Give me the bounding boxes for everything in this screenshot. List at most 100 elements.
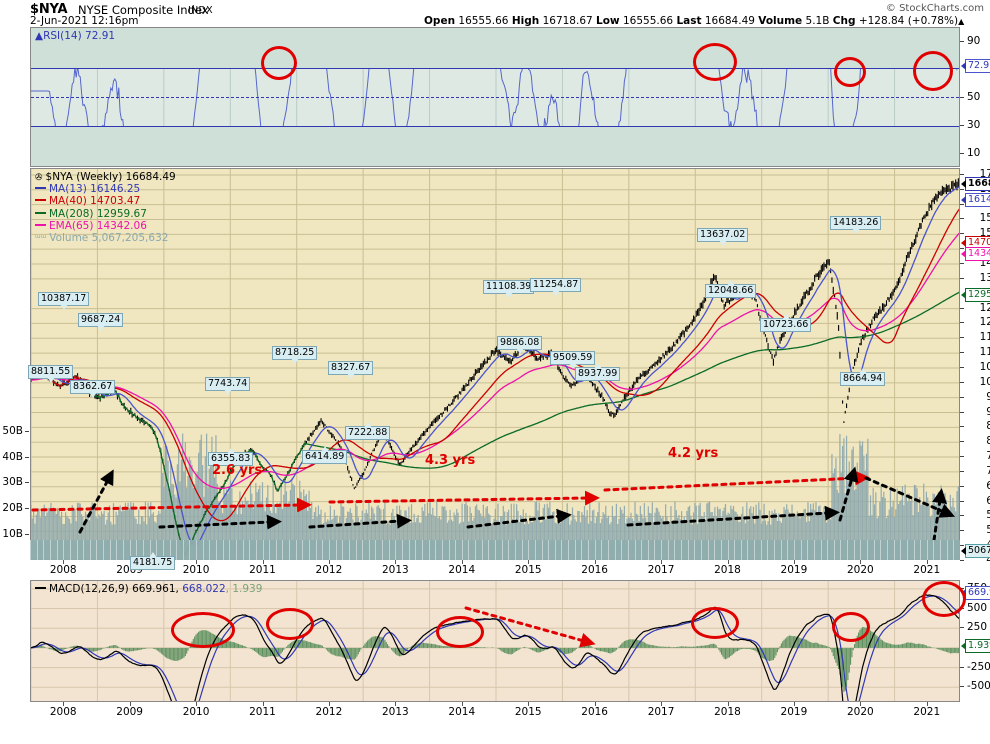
date-band-tick bbox=[568, 540, 570, 560]
date-band-tick bbox=[63, 540, 65, 560]
date-band-tick bbox=[89, 540, 91, 560]
price-axis-label: 12500 bbox=[979, 301, 990, 314]
date-band-tick bbox=[561, 540, 563, 560]
date-band-tick bbox=[448, 540, 450, 560]
x-axis-tick-macd bbox=[528, 702, 530, 706]
price-axis-label: 7500 bbox=[986, 450, 990, 463]
volume-axis-tick bbox=[25, 430, 29, 432]
date-band-tick bbox=[847, 540, 849, 560]
x-axis-year-price: 2010 bbox=[182, 564, 210, 576]
date-band-tick bbox=[940, 540, 942, 560]
legend-swatch bbox=[35, 199, 46, 202]
date-band-tick bbox=[435, 540, 437, 560]
macd-legend-hist: 1.939 bbox=[232, 583, 263, 595]
date-band-tick bbox=[581, 540, 583, 560]
date-band-tick bbox=[574, 540, 576, 560]
x-axis-tick-macd bbox=[196, 702, 198, 706]
high-value: 16718.67 bbox=[542, 15, 593, 27]
price-axis-tick bbox=[960, 366, 964, 368]
price-axis-label: 11000 bbox=[979, 346, 990, 359]
x-axis-tick-macd bbox=[860, 702, 862, 706]
macd-series bbox=[31, 581, 959, 701]
date-band-tick bbox=[282, 540, 284, 560]
rsi-axis-tick bbox=[960, 41, 964, 42]
price-legend-row: MA(208) 12959.67 bbox=[35, 208, 176, 220]
date-band-tick bbox=[800, 540, 802, 560]
date-band-tick bbox=[262, 540, 264, 560]
x-axis-year-macd: 2016 bbox=[581, 706, 608, 718]
price-axis-label: 15000 bbox=[979, 227, 990, 240]
price-axis-tick bbox=[960, 426, 964, 428]
price-axis-tick bbox=[960, 500, 964, 502]
date-band-tick bbox=[216, 540, 217, 560]
price-callout: 10387.17 bbox=[38, 292, 90, 310]
last-value: 16684.49 bbox=[704, 15, 755, 27]
date-band-tick bbox=[468, 540, 470, 560]
date-band-tick bbox=[402, 540, 403, 560]
symbol-ticker: $NYA bbox=[30, 2, 68, 17]
date-band-tick bbox=[853, 540, 855, 560]
price-legend: ✇ $NYA (Weekly) 16684.49 MA(13) 16146.25 MA… bbox=[35, 171, 176, 244]
date-band-tick bbox=[309, 540, 310, 560]
price-legend-row: EMA(65) 14342.06 bbox=[35, 220, 176, 232]
date-band-tick bbox=[541, 540, 543, 560]
price-axis-label: 9000 bbox=[986, 405, 990, 418]
rsi-oversold-band bbox=[31, 125, 959, 166]
quote-bar: Open 16555.66 High 16718.67 Low 16555.66… bbox=[424, 15, 964, 27]
date-band-tick bbox=[229, 540, 231, 560]
legend-label: MA(208) 12959.67 bbox=[49, 207, 147, 220]
x-axis-tick-price bbox=[793, 560, 795, 564]
macd-value-tag: 669.961 bbox=[960, 585, 990, 600]
legend-label: EMA(65) 14342.06 bbox=[49, 219, 147, 232]
price-axis-label: 9500 bbox=[986, 390, 990, 403]
date-band-tick bbox=[734, 540, 736, 560]
x-axis-tick-price bbox=[395, 560, 397, 564]
x-axis-tick-price bbox=[727, 560, 729, 564]
price-axis-label: 10000 bbox=[979, 375, 990, 388]
date-band-tick bbox=[116, 540, 118, 560]
date-band-tick bbox=[740, 540, 742, 560]
legend-label: MA(40) 14703.47 bbox=[49, 195, 141, 208]
macd-axis-tick bbox=[960, 686, 964, 688]
macd-signal-circle bbox=[922, 581, 966, 617]
volume-axis-label: 40B bbox=[2, 450, 23, 463]
date-band-tick bbox=[475, 540, 477, 560]
macd-legend-name: MACD(12,26,9) bbox=[49, 583, 129, 595]
date-band-tick bbox=[189, 540, 191, 560]
x-axis-year-price: 2008 bbox=[49, 564, 77, 576]
price-callout: 9886.08 bbox=[497, 336, 543, 354]
duration-annotation: 2.6 yrs bbox=[212, 463, 263, 478]
date-band-tick bbox=[30, 540, 31, 560]
date-band-tick bbox=[707, 540, 709, 560]
date-band-tick bbox=[388, 540, 390, 560]
rsi-axis-tick bbox=[960, 97, 964, 98]
legend-label: MA(13) 16146.25 bbox=[49, 183, 141, 196]
price-value-tag: 12959.67 bbox=[960, 287, 990, 302]
date-band-tick bbox=[481, 540, 483, 560]
legend-swatch bbox=[35, 223, 46, 226]
price-axis-tick bbox=[960, 337, 964, 339]
x-axis-tick-price bbox=[196, 560, 198, 564]
macd-signal-circle bbox=[832, 612, 870, 642]
price-callout: 6414.89 bbox=[302, 446, 348, 464]
price-callout: 9687.24 bbox=[78, 313, 124, 331]
x-axis-year-macd: 2013 bbox=[381, 706, 409, 718]
date-band-tick bbox=[103, 540, 105, 560]
date-band-tick bbox=[906, 540, 908, 560]
low-value: 16555.66 bbox=[622, 15, 674, 27]
macd-axis-tick bbox=[960, 627, 964, 629]
price-callout: 12048.66 bbox=[705, 280, 757, 298]
rsi-axis-label: 50 bbox=[967, 91, 981, 103]
price-axis-label: 12000 bbox=[979, 316, 990, 329]
date-band-tick bbox=[142, 540, 144, 560]
date-band-tick bbox=[727, 540, 729, 560]
macd-signal-circle bbox=[436, 616, 484, 648]
price-legend-row: MA(40) 14703.47 bbox=[35, 195, 176, 207]
x-axis-year-macd: 2008 bbox=[49, 706, 77, 718]
chg-up-arrow: ▲ bbox=[958, 17, 965, 26]
price-axis-tick bbox=[960, 515, 964, 517]
date-band-tick bbox=[654, 540, 656, 560]
macd-signal-circle bbox=[171, 612, 235, 648]
date-band-tick bbox=[328, 540, 330, 560]
date-band-tick bbox=[295, 540, 297, 560]
